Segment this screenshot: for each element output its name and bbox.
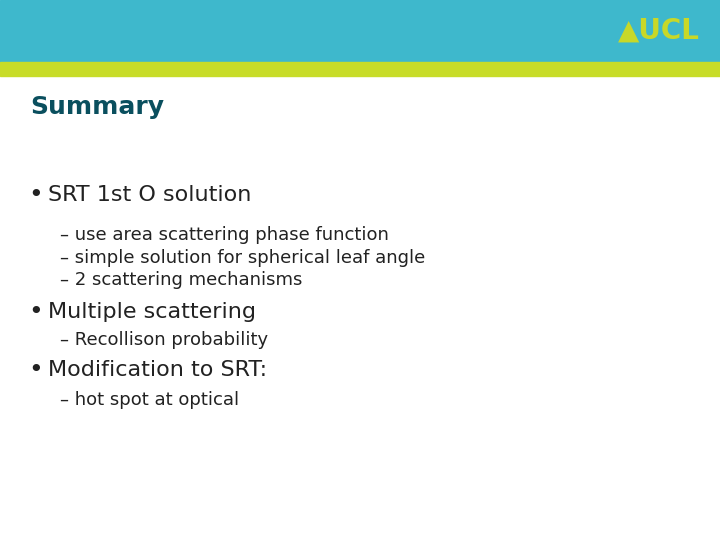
Text: – simple solution for spherical leaf angle: – simple solution for spherical leaf ang… [60, 249, 426, 267]
Text: •: • [28, 358, 42, 382]
Text: •: • [28, 300, 42, 324]
Text: – use area scattering phase function: – use area scattering phase function [60, 226, 389, 244]
Text: – hot spot at optical: – hot spot at optical [60, 391, 239, 409]
Text: Multiple scattering: Multiple scattering [48, 302, 256, 322]
Text: Modification to SRT:: Modification to SRT: [48, 360, 267, 380]
Bar [0, 0, 720, 62]
Text: •: • [28, 183, 42, 207]
Text: ▲UCL: ▲UCL [618, 17, 700, 45]
Text: – Recollison probability: – Recollison probability [60, 331, 268, 349]
Text: – 2 scattering mechanisms: – 2 scattering mechanisms [60, 271, 302, 289]
Text: Summary: Summary [30, 95, 164, 119]
Bar [0, 62, 720, 76]
Text: SRT 1st O solution: SRT 1st O solution [48, 185, 251, 205]
